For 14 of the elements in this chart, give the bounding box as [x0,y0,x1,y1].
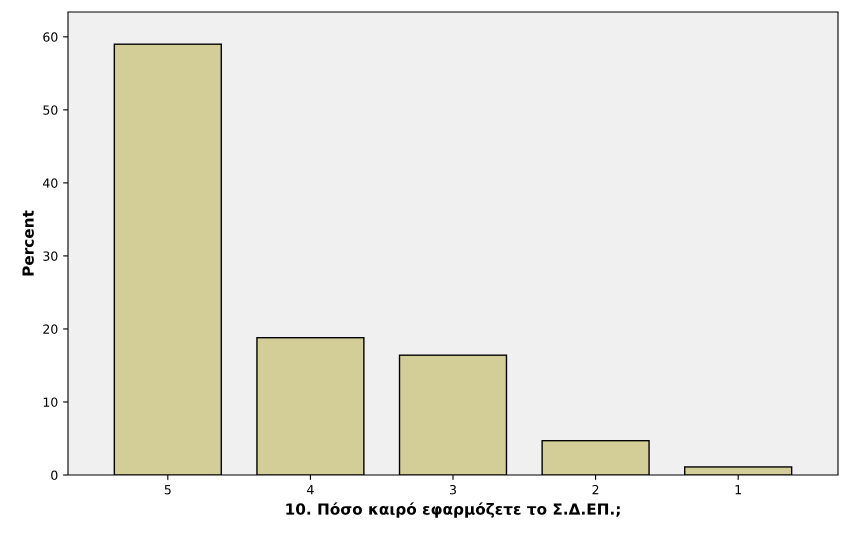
y-tick-label: 60 [43,32,58,42]
x-tick-label: 5 [164,485,171,494]
x-tick-label: 3 [450,484,456,494]
x-axis-title: 10. Πόσο καιρό εφαρμόζετε το Σ.Δ.ΕΠ.; [286,502,620,518]
x-tick-label: 1 [736,485,742,494]
y-tick-label: 0 [51,470,58,480]
y-tick-label: 40 [42,178,58,188]
y-tick-label: 30 [43,251,58,261]
y-axis-title: Percent [22,210,34,276]
y-tick-label: 20 [43,324,58,334]
x-tick-label: 2 [592,484,598,494]
y-tick-label: 10 [44,397,58,407]
x-tick-label: 4 [307,485,314,494]
y-tick-label: 50 [43,105,58,115]
